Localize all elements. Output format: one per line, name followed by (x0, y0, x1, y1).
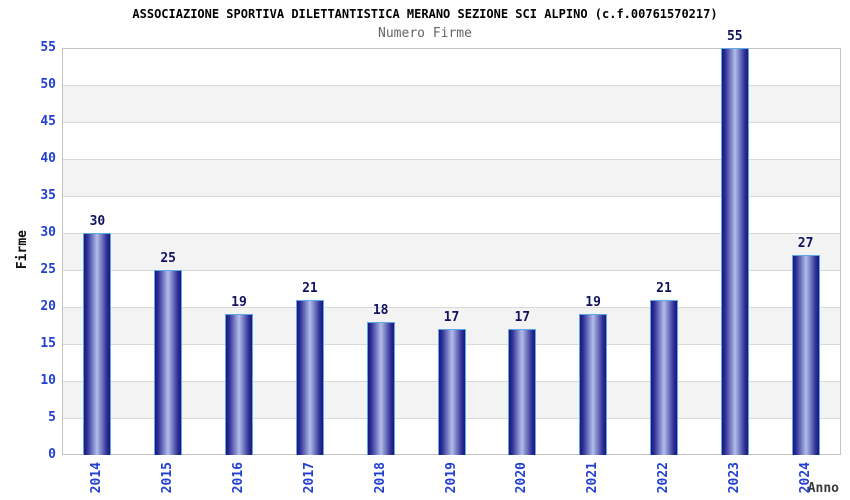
x-axis-title: Anno (807, 481, 839, 496)
y-tick-label: 20 (40, 299, 56, 314)
x-tick-label: 2018 (372, 462, 388, 494)
bar (650, 299, 678, 455)
gridline (62, 122, 841, 123)
bar-value-label: 17 (514, 310, 531, 326)
x-tick-label: 2022 (656, 462, 671, 494)
y-tick-label: 50 (40, 77, 56, 92)
x-tick-label: 2015 (160, 462, 176, 494)
plot-band (62, 85, 841, 122)
bar (579, 314, 608, 455)
gridline (62, 85, 841, 86)
bar-value-label: 19 (585, 295, 601, 311)
bar (508, 329, 537, 455)
bar (295, 299, 324, 455)
gridline (62, 159, 841, 160)
y-tick-label: 25 (40, 262, 56, 277)
bar-value-label: 17 (443, 310, 460, 326)
x-tick-label: 2014 (89, 462, 105, 494)
y-tick-label: 30 (40, 225, 56, 240)
y-tick-label: 15 (40, 336, 56, 351)
plot-area (62, 48, 841, 455)
gridline (62, 196, 841, 197)
bar-value-label: 25 (160, 251, 177, 266)
x-tick-label: 2023 (726, 462, 742, 494)
bar-value-label: 55 (726, 29, 743, 44)
gridline (62, 270, 841, 271)
bar-value-label: 18 (372, 302, 389, 318)
chart-title: ASSOCIAZIONE SPORTIVA DILETTANTISTICA ME… (132, 7, 718, 21)
x-tick-label: 2020 (514, 462, 530, 494)
gridline (62, 307, 841, 308)
bar (437, 329, 466, 455)
bar (366, 321, 395, 455)
x-tick-label: 2017 (301, 462, 317, 494)
plot-band (62, 233, 841, 270)
bar-value-label: 27 (797, 236, 814, 252)
bar-value-label: 21 (302, 280, 318, 296)
bar-value-label: 21 (656, 280, 672, 296)
bar (225, 314, 253, 455)
chart-subtitle: Numero Firme (378, 26, 472, 41)
bar (83, 233, 112, 455)
y-tick-label: 0 (48, 447, 56, 462)
bar-value-label: 30 (89, 214, 106, 229)
plot-band (62, 159, 841, 196)
y-tick-label: 5 (48, 410, 56, 425)
gridline (62, 233, 841, 234)
bar (791, 255, 820, 455)
y-tick-label: 40 (40, 151, 56, 166)
y-tick-label: 55 (40, 40, 56, 55)
y-tick-label: 45 (40, 114, 56, 129)
x-tick-label: 2024 (797, 462, 813, 494)
bar (720, 48, 749, 455)
x-tick-label: 2016 (231, 462, 246, 494)
y-tick-label: 10 (40, 373, 56, 388)
x-tick-label: 2019 (443, 462, 459, 494)
bar (154, 270, 183, 455)
bar-value-label: 19 (231, 295, 247, 311)
x-tick-label: 2021 (585, 462, 601, 494)
y-tick-label: 35 (40, 188, 56, 203)
